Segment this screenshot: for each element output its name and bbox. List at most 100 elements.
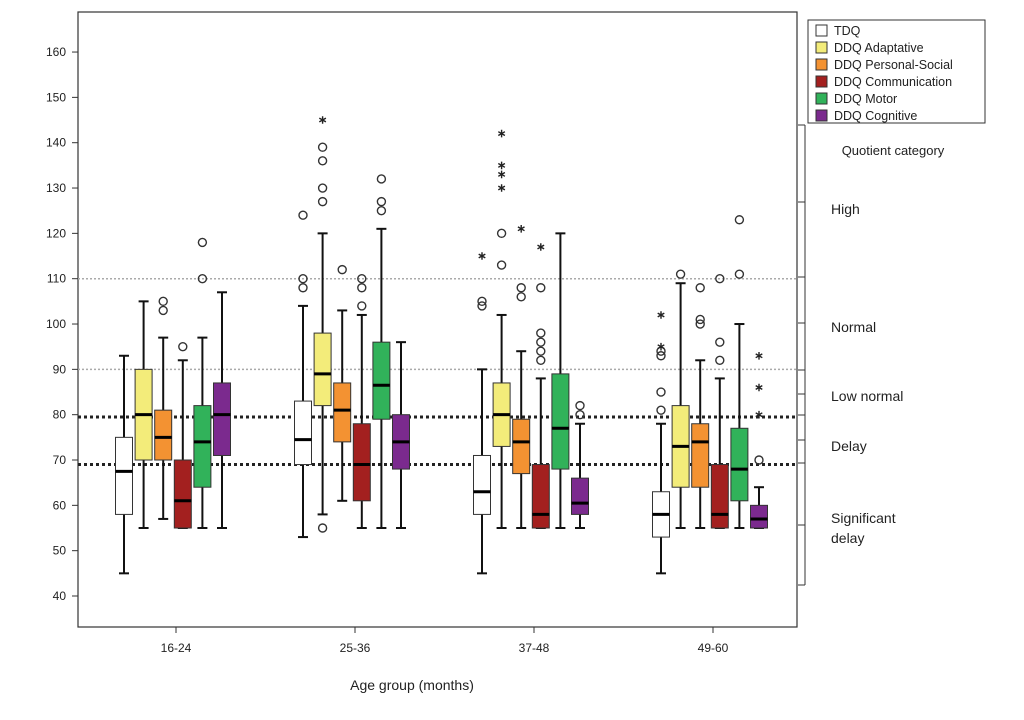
y-tick-label: 100 bbox=[46, 317, 66, 331]
box-iqr bbox=[213, 382, 231, 456]
y-tick-label: 60 bbox=[53, 498, 67, 512]
outlier-point bbox=[734, 269, 745, 279]
outlier-point bbox=[536, 328, 546, 338]
outlier-point bbox=[656, 387, 666, 397]
x-tick-label: 16-24 bbox=[161, 641, 192, 655]
category-label: delay bbox=[831, 530, 864, 546]
outlier-point bbox=[178, 341, 188, 352]
outlier-point bbox=[158, 305, 168, 316]
extreme-point-star-icon bbox=[755, 410, 763, 419]
outlier-point bbox=[158, 296, 168, 307]
outlier-point bbox=[477, 296, 487, 307]
outlier-point bbox=[298, 210, 308, 220]
box-ddq-motor-16-24 bbox=[193, 237, 212, 530]
box-iqr bbox=[710, 464, 729, 529]
box-ddq-personal-social-25-36 bbox=[333, 264, 352, 502]
outlier-point bbox=[754, 455, 764, 465]
outlier-point bbox=[357, 273, 367, 284]
box-ddq-communication-25-36 bbox=[352, 273, 371, 530]
box-iqr bbox=[512, 418, 531, 475]
legend-swatch bbox=[815, 58, 828, 71]
outlier-point bbox=[536, 337, 546, 347]
y-tick-label: 110 bbox=[47, 272, 66, 286]
box-iqr bbox=[473, 454, 491, 515]
category-label: Delay bbox=[831, 438, 867, 454]
box-iqr bbox=[352, 423, 371, 502]
extreme-point-star-icon bbox=[497, 129, 506, 138]
box-ddq-adaptative-37-48 bbox=[492, 129, 511, 530]
legend: TDQ DDQ Adaptative DDQ Personal-Social DDQ … bbox=[807, 19, 986, 124]
box-ddq-cognitive-16-24 bbox=[213, 291, 231, 530]
box-iqr bbox=[294, 400, 312, 466]
box-ddq-communication-49-60 bbox=[710, 273, 729, 530]
x-axis-label: Age group (months) bbox=[350, 677, 474, 693]
outlier-point bbox=[516, 283, 526, 293]
extreme-point-star-icon bbox=[657, 342, 665, 351]
category-label: High bbox=[831, 201, 860, 217]
box-iqr bbox=[750, 504, 768, 529]
box-ddq-cognitive-49-60 bbox=[750, 352, 768, 530]
outlier-point bbox=[715, 337, 725, 347]
legend-swatch bbox=[815, 24, 828, 37]
y-tick-label: 150 bbox=[46, 90, 66, 104]
box-tdq-37-48 bbox=[473, 252, 491, 575]
box-iqr bbox=[372, 341, 391, 420]
extreme-point-star-icon bbox=[497, 184, 506, 192]
outlier-point bbox=[656, 351, 666, 361]
legend-label: DDQ Personal-Social bbox=[834, 58, 953, 72]
box-ddq-personal-social-16-24 bbox=[154, 296, 173, 520]
box-iqr bbox=[193, 405, 212, 488]
outlier-point bbox=[675, 269, 686, 279]
outlier-point bbox=[197, 273, 208, 284]
box-ddq-adaptative-25-36 bbox=[313, 116, 332, 533]
outlier-point bbox=[298, 273, 308, 284]
outlier-point bbox=[337, 264, 347, 275]
box-iqr bbox=[730, 427, 749, 502]
extreme-point-star-icon bbox=[318, 116, 327, 124]
box-ddq-personal-social-37-48 bbox=[512, 225, 531, 530]
extreme-point-star-icon bbox=[478, 252, 486, 260]
box-tdq-25-36 bbox=[294, 210, 312, 539]
box-ddq-motor-25-36 bbox=[372, 174, 391, 530]
y-tick-label: 140 bbox=[46, 136, 66, 150]
outlier-point bbox=[734, 215, 745, 225]
outlier-point bbox=[695, 283, 705, 293]
box-iqr bbox=[154, 409, 173, 461]
box-ddq-communication-37-48 bbox=[531, 243, 550, 530]
legend-label: DDQ Communication bbox=[834, 75, 952, 89]
legend-swatch bbox=[815, 109, 828, 122]
category-label: Low normal bbox=[831, 388, 903, 404]
outlier-point bbox=[317, 156, 328, 166]
outlier-point bbox=[317, 523, 328, 533]
box-ddq-cognitive-37-48 bbox=[571, 400, 589, 530]
plot-frame bbox=[77, 11, 798, 628]
outlier-point bbox=[715, 355, 725, 365]
outlier-point bbox=[695, 319, 705, 329]
outlier-point bbox=[516, 292, 526, 302]
legend-swatch bbox=[815, 41, 828, 54]
x-tick-label: 37-48 bbox=[519, 641, 550, 655]
outlier-point bbox=[575, 400, 585, 411]
y-tick-label: 130 bbox=[46, 181, 66, 195]
box-ddq-adaptative-16-24 bbox=[134, 300, 153, 530]
outlier-point bbox=[575, 409, 585, 420]
boxes bbox=[115, 116, 768, 575]
box-ddq-communication-16-24 bbox=[173, 341, 192, 530]
category-label: Significant bbox=[831, 510, 896, 526]
box-iqr bbox=[173, 459, 192, 529]
extreme-point-star-icon bbox=[755, 352, 763, 360]
outlier-point bbox=[536, 355, 546, 365]
outlier-point bbox=[317, 196, 328, 207]
x-axis: 16-24 25-36 37-48 49-60 bbox=[161, 627, 729, 655]
legend-label: DDQ Adaptative bbox=[834, 41, 924, 55]
legend-label: DDQ Motor bbox=[834, 92, 897, 106]
box-iqr bbox=[571, 477, 589, 515]
outlier-point bbox=[536, 346, 546, 356]
extreme-point-star-icon bbox=[517, 225, 525, 233]
x-tick-label: 49-60 bbox=[698, 641, 729, 655]
outlier-point bbox=[376, 205, 387, 216]
extreme-point-star-icon bbox=[537, 243, 545, 251]
extreme-point-star-icon bbox=[755, 383, 763, 392]
